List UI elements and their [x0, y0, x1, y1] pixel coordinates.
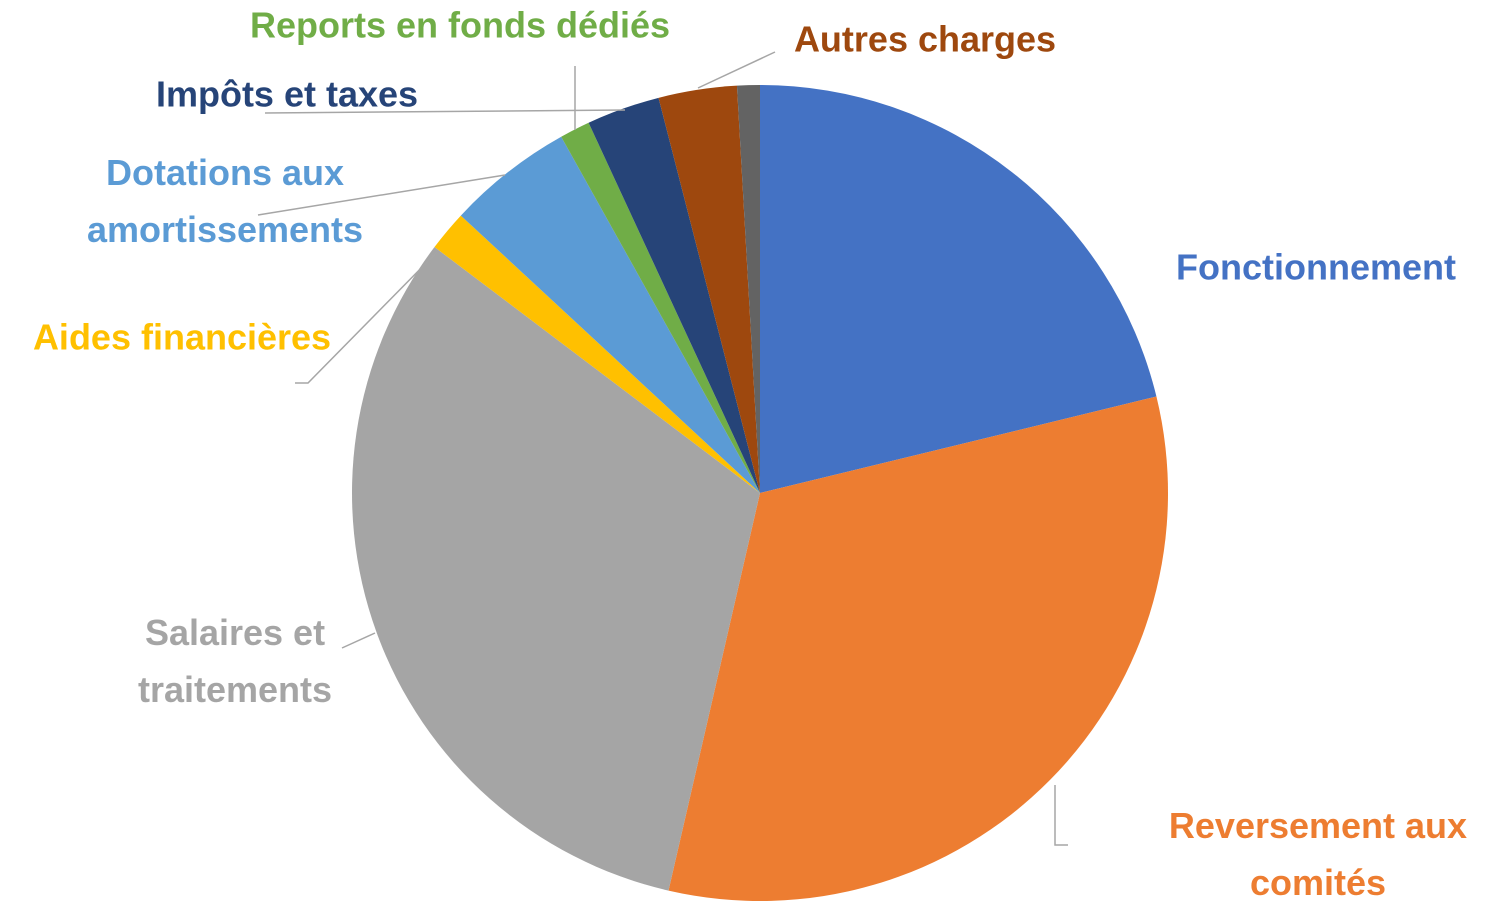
leader-line: [1054, 785, 1068, 846]
label-line: amortissements: [87, 209, 363, 250]
leader-line: [264, 109, 626, 114]
slice-label: Dotations aux amortissements: [87, 152, 363, 250]
label-line: comités: [1250, 862, 1386, 903]
pie-slice: [561, 122, 760, 494]
leader-line: [295, 251, 438, 384]
label-line: Reversement aux: [1169, 805, 1467, 846]
slice-label: Impôts et taxes: [156, 74, 418, 115]
leader-line: [257, 174, 506, 216]
slice-label: Autres charges: [794, 19, 1056, 60]
pie-slice: [588, 97, 760, 494]
slice-label: Reports en fonds dédiés: [250, 5, 670, 46]
pie-slice: [460, 136, 760, 493]
leader-line: [697, 51, 776, 89]
slice-label: Fonctionnement: [1176, 247, 1456, 288]
slice-label: Salaires et traitements: [138, 612, 332, 710]
pie-slice: [352, 247, 760, 891]
leader-line: [341, 632, 376, 649]
pie-slice: [434, 215, 760, 493]
label-line: Salaires et: [145, 612, 325, 653]
label-line: traitements: [138, 669, 332, 710]
pie-slice: [658, 85, 760, 494]
slice-label: Aides financières: [33, 317, 331, 358]
slice-label: Reversement aux comités: [1169, 805, 1467, 903]
pie-slice: [668, 396, 1169, 901]
pie-slice: [736, 85, 760, 493]
pie-slice: [760, 85, 1157, 493]
label-line: Dotations aux: [106, 152, 344, 193]
